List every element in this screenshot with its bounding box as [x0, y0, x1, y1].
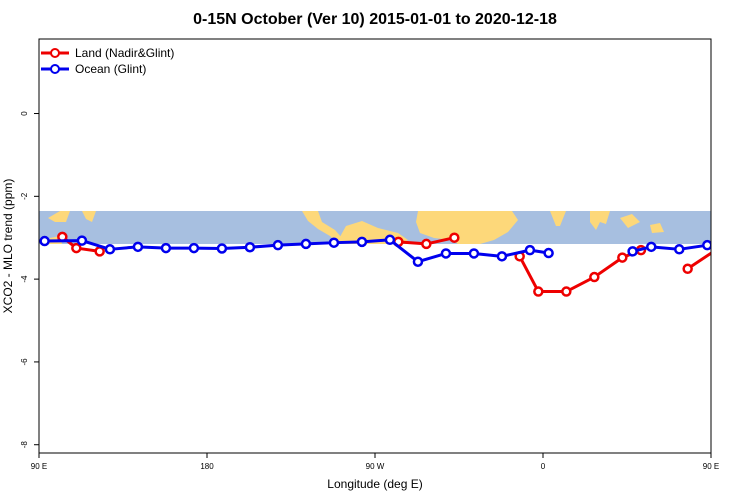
x-tick-label: 90 E — [31, 462, 47, 471]
data-point-ocean — [468, 248, 480, 259]
data-point-ocean — [76, 235, 88, 246]
data-point-ocean — [356, 236, 368, 248]
data-point-ocean — [627, 246, 638, 257]
data-point-ocean — [300, 238, 312, 250]
data-point-ocean — [272, 239, 284, 251]
x-axis: 90 E 180 90 W 0 90 E — [31, 453, 719, 471]
data-point-land — [682, 263, 693, 275]
legend-label-land: Land (Nadir&Glint) — [75, 46, 174, 60]
data-point-ocean — [104, 244, 116, 255]
x-axis-label: Longitude (deg E) — [327, 477, 422, 491]
series-line-ocean — [632, 242, 711, 253]
data-point-ocean — [440, 248, 452, 259]
x-tick-label: 90 E — [703, 462, 719, 471]
x-tick-label: 0 — [541, 462, 546, 471]
data-point-land — [449, 232, 460, 243]
data-point-ocean — [412, 256, 424, 267]
y-tick-label: 0 — [20, 111, 29, 116]
data-point-land — [94, 246, 105, 257]
data-point-ocean — [160, 242, 172, 254]
data-point-land — [533, 286, 544, 297]
data-point-ocean — [702, 239, 711, 251]
data-point-land — [71, 242, 82, 254]
data-point-ocean — [674, 244, 685, 255]
data-point-ocean — [543, 247, 554, 259]
data-point-ocean — [328, 237, 340, 248]
data-point-land — [730, 234, 738, 242]
data-point-land — [421, 238, 432, 250]
y-tick-label: -6 — [20, 358, 29, 366]
data-point-land — [617, 252, 628, 263]
legend: Land (Nadir&Glint) Ocean (Glint) — [41, 46, 174, 76]
y-axis: 0 -2 -4 -6 -8 — [20, 111, 39, 449]
legend-marker-ocean — [50, 64, 60, 74]
data-point-ocean — [132, 241, 144, 253]
legend-label-ocean: Ocean (Glint) — [75, 62, 146, 76]
y-tick-label: -8 — [20, 441, 29, 449]
data-point-ocean — [188, 242, 200, 254]
data-point-ocean — [496, 251, 508, 262]
map-strip — [39, 211, 711, 244]
data-point-ocean — [39, 235, 50, 247]
data-point-ocean — [384, 234, 396, 246]
data-point-ocean — [722, 238, 730, 246]
series-layer — [39, 231, 738, 297]
data-point-land — [561, 286, 572, 297]
data-point-land — [589, 271, 600, 283]
y-tick-label: -4 — [20, 275, 29, 283]
data-point-ocean — [244, 241, 256, 253]
x-tick-label: 180 — [200, 462, 214, 471]
x-tick-label: 90 W — [366, 462, 385, 471]
y-axis-label: XCO2 - MLO trend (ppm) — [1, 179, 15, 314]
y-tick-label: -2 — [20, 192, 29, 200]
data-point-ocean — [646, 241, 657, 253]
data-point-ocean — [216, 243, 228, 254]
land-shapes — [48, 211, 664, 244]
legend-marker-land — [50, 48, 60, 58]
data-point-ocean — [524, 244, 536, 256]
chart-title: 0-15N October (Ver 10) 2015-01-01 to 202… — [193, 11, 557, 28]
